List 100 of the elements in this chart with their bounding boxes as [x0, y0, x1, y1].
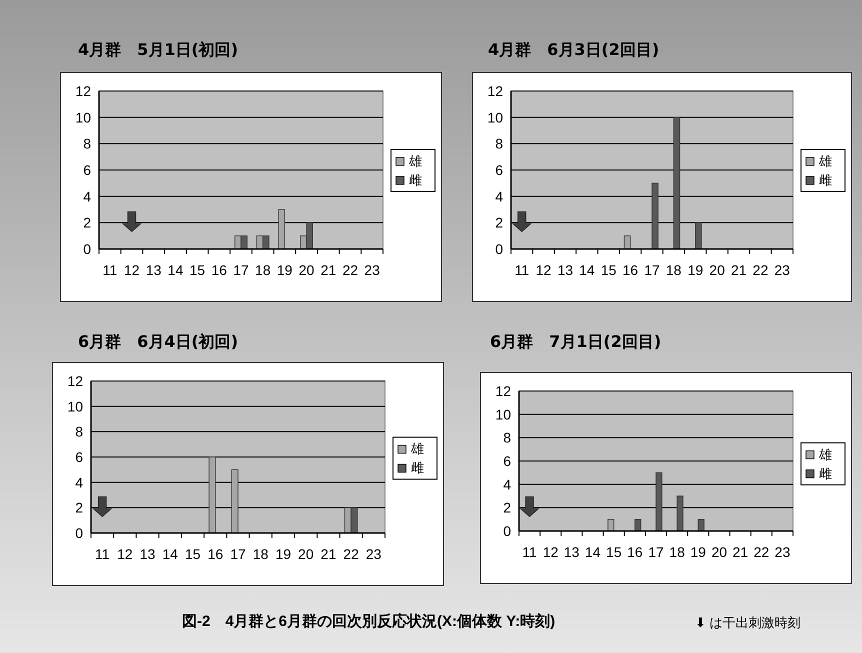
y-tick-label: 4: [503, 476, 512, 492]
x-tick-label: 13: [140, 546, 156, 562]
y-tick-label: 6: [83, 162, 92, 178]
x-tick-label: 19: [275, 546, 292, 562]
y-tick-label: 10: [75, 109, 92, 126]
bar: [608, 518, 614, 532]
x-tick-label: 20: [298, 546, 314, 562]
y-tick-label: 6: [75, 449, 84, 465]
chart-title: 6月群 6月4日(初回): [78, 332, 238, 353]
x-tick-label: 15: [190, 262, 206, 278]
bar: [698, 518, 704, 532]
x-tick-label: 22: [752, 262, 768, 278]
x-tick-label: 21: [732, 544, 748, 560]
x-tick-label: 22: [343, 546, 360, 562]
x-tick-label: 23: [364, 262, 380, 278]
x-tick-label: 17: [644, 262, 660, 278]
x-tick-label: 14: [168, 262, 184, 278]
x-tick-label: 14: [579, 262, 595, 278]
text: 図-2 4月群と6月群の回次別反応状況(X:個体数 Y:時刻): [182, 612, 556, 631]
x-tick-label: 13: [146, 262, 162, 278]
x-tick-label: 21: [320, 546, 336, 562]
x-tick-label: 11: [102, 262, 118, 278]
bar: [652, 182, 658, 250]
legend-label: 雌: [411, 460, 424, 476]
x-tick-label: 11: [514, 262, 530, 278]
bar: [278, 209, 286, 250]
y-tick-label: 8: [75, 424, 84, 440]
bar: [656, 472, 662, 532]
x-tick-label: 22: [754, 544, 770, 560]
y-tick-label: 0: [495, 241, 504, 257]
x-tick-label: 23: [774, 262, 790, 278]
x-tick-label: 12: [536, 262, 552, 278]
x-tick-label: 21: [730, 262, 747, 278]
x-tick-label: 23: [366, 546, 382, 562]
x-tick-label: 14: [162, 546, 178, 562]
y-tick-label: 10: [67, 398, 84, 414]
bar: [673, 116, 680, 250]
y-tick-label: 0: [503, 523, 512, 539]
x-tick-label: 15: [606, 544, 622, 560]
bar: [208, 456, 216, 534]
legend-label: 雄: [818, 153, 832, 168]
x-tick-label: 22: [342, 262, 358, 278]
bar: [695, 222, 702, 250]
legend-label: 雄: [408, 153, 422, 168]
x-tick-label: 16: [211, 262, 228, 278]
y-tick-label: 2: [503, 500, 512, 516]
bar: [634, 518, 642, 532]
bar: [624, 235, 631, 250]
y-tick-label: 8: [83, 136, 92, 152]
y-tick-label: 4: [75, 474, 84, 490]
x-tick-label: 19: [688, 262, 704, 278]
x-tick-label: 15: [184, 546, 201, 562]
bar: [231, 469, 238, 534]
y-tick-label: 12: [75, 83, 92, 99]
chart-title: 4月群 5月1日(初回): [78, 40, 238, 61]
y-tick-label: 10: [495, 406, 512, 422]
legend-label: 雌: [819, 172, 832, 188]
x-tick-label: 17: [648, 544, 664, 560]
x-tick-label: 20: [711, 544, 728, 560]
x-tick-label: 19: [276, 262, 293, 278]
x-tick-label: 17: [233, 262, 249, 278]
x-tick-label: 12: [124, 262, 140, 278]
y-tick-label: 6: [495, 162, 504, 178]
x-tick-label: 23: [774, 544, 790, 560]
y-tick-label: 0: [75, 525, 84, 541]
y-tick-label: 0: [83, 241, 92, 257]
legend-label: 雄: [410, 441, 424, 456]
x-tick-label: 19: [690, 544, 706, 560]
x-tick-label: 21: [320, 262, 336, 278]
y-tick-label: 4: [83, 188, 92, 204]
y-tick-label: 12: [487, 83, 504, 99]
bar: [676, 496, 684, 532]
y-tick-label: 8: [503, 430, 512, 446]
x-tick-label: 13: [564, 544, 580, 560]
x-tick-label: 20: [709, 262, 726, 278]
legend-label: 雌: [819, 466, 832, 481]
x-tick-label: 18: [666, 262, 682, 278]
x-tick-label: 16: [622, 262, 638, 278]
x-tick-label: 16: [208, 546, 224, 562]
y-tick-label: 12: [495, 383, 512, 399]
x-tick-label: 12: [117, 546, 133, 562]
y-tick-label: 4: [495, 188, 504, 204]
text: ⬇ は干出刺激時刻: [695, 614, 801, 632]
x-tick-label: 13: [557, 262, 574, 278]
x-tick-label: 17: [230, 546, 246, 562]
y-tick-label: 2: [75, 500, 84, 516]
chart-title: 4月群 6月3日(2回目): [488, 40, 660, 61]
x-tick-label: 16: [627, 544, 643, 560]
y-tick-label: 6: [503, 453, 512, 469]
x-tick-label: 18: [252, 546, 269, 562]
x-tick-label: 15: [600, 262, 617, 278]
y-tick-label: 2: [495, 214, 504, 231]
y-tick-label: 2: [83, 214, 92, 231]
y-tick-label: 12: [67, 373, 84, 389]
x-tick-label: 18: [255, 262, 271, 278]
x-tick-label: 12: [542, 544, 559, 560]
x-tick-label: 20: [298, 262, 315, 278]
x-tick-label: 11: [522, 544, 538, 560]
y-tick-label: 8: [495, 136, 504, 152]
chart-title: 6月群 7月1日(2回目): [490, 332, 662, 353]
